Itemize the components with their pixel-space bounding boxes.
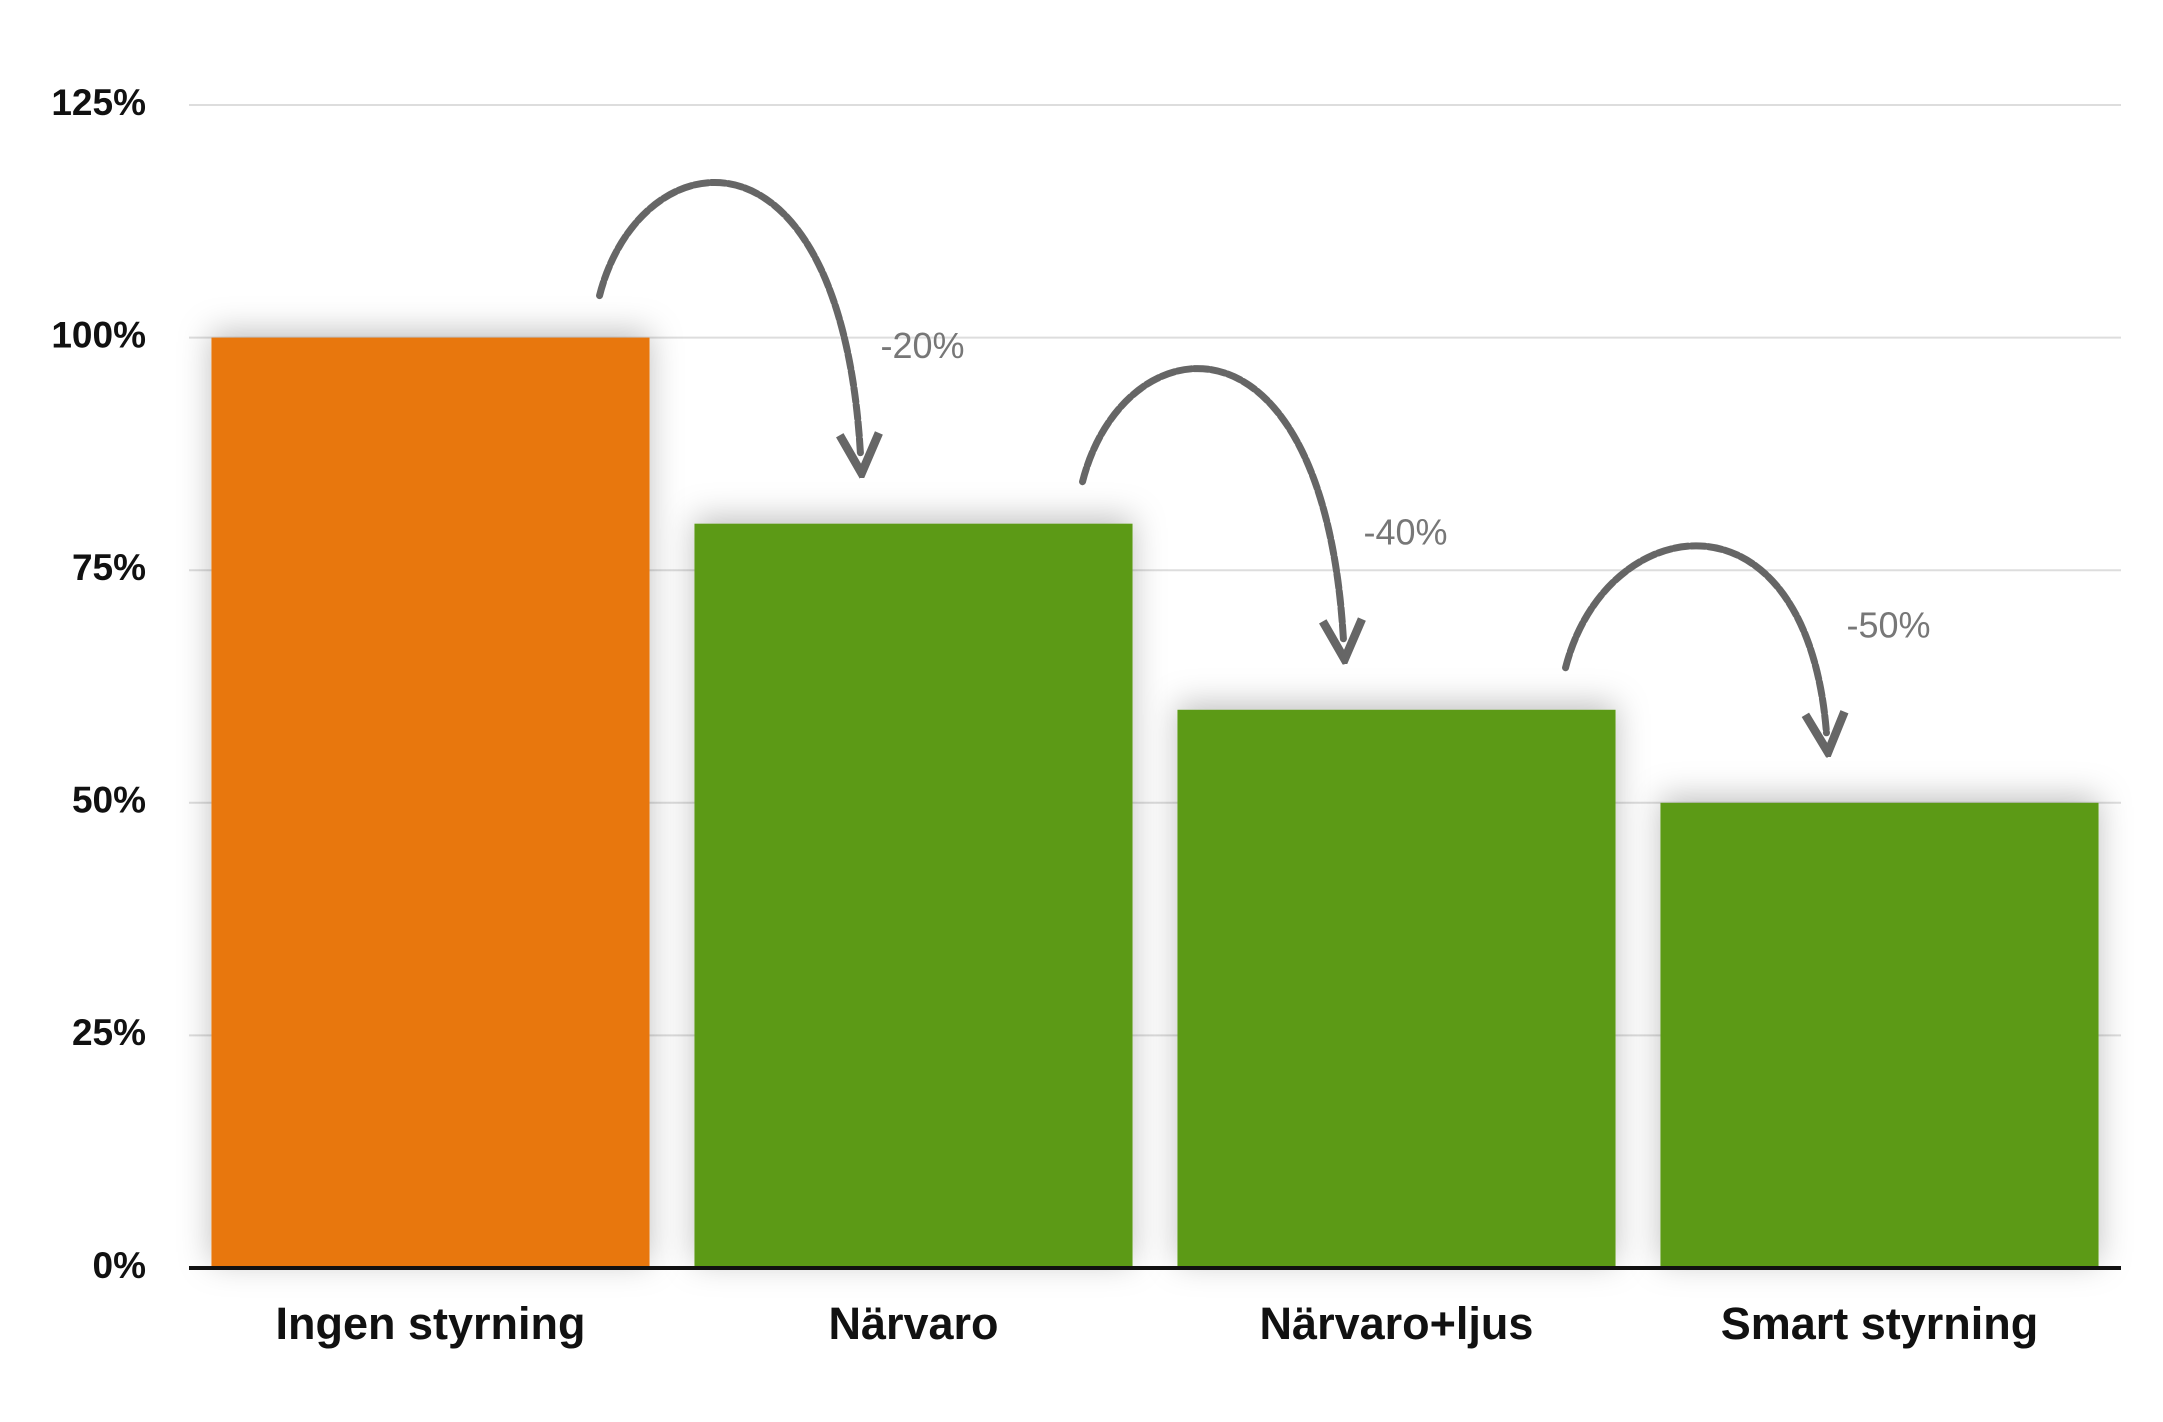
bar <box>1660 802 2099 1268</box>
x-tick-label: Närvaro <box>828 1298 998 1349</box>
bar <box>1177 709 1616 1268</box>
y-tick-label: 75% <box>72 547 146 588</box>
x-tick-label: Närvaro+ljus <box>1260 1298 1534 1349</box>
arrow <box>1079 365 1344 640</box>
y-tick-label: 25% <box>72 1012 146 1053</box>
x-tick-label: Ingen styrning <box>275 1298 585 1349</box>
y-tick-label: 125% <box>51 82 146 123</box>
y-tick-label: 0% <box>93 1245 146 1286</box>
arrow <box>596 179 861 453</box>
y-tick-label: 100% <box>51 314 146 355</box>
bar <box>694 523 1133 1268</box>
change-label: -40% <box>1363 511 1447 552</box>
x-tick-label: Smart styrning <box>1721 1298 2039 1349</box>
change-label: -20% <box>880 325 964 366</box>
arrow <box>1562 542 1827 733</box>
y-tick-label: 50% <box>72 780 146 821</box>
change-label: -50% <box>1846 604 1930 645</box>
bar <box>211 337 650 1269</box>
